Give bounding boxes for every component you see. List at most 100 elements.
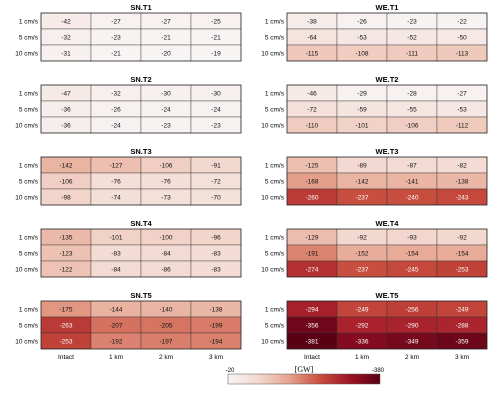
- cell-value-label: -253: [455, 266, 468, 273]
- cell-value-label: -101: [109, 234, 122, 241]
- cell-value-label: -175: [59, 306, 72, 313]
- cell-value-label: -59: [357, 106, 367, 113]
- cell-value-label: -91: [211, 162, 221, 169]
- cell-value-label: -21: [161, 34, 171, 41]
- cell-value-label: -29: [357, 90, 367, 97]
- cell-value-label: -112: [456, 122, 469, 129]
- cell-value-label: -52: [407, 34, 417, 41]
- panel-we-t1: WE.T1 -38 -26 -23 -22 1 cm/s -64 -53 -52 -50 5 cm/…: [261, 3, 488, 62]
- cell-value-label: -359: [455, 338, 468, 345]
- row-label: 5 cm/s: [19, 106, 39, 113]
- cell-value-label: -125: [305, 162, 318, 169]
- cell-value-label: -192: [109, 338, 122, 345]
- panel-sn-t2: SN.T2 -47 -32 -30 -30 1 cm/s -36 -26 -24 -24 5 cm/…: [15, 75, 242, 134]
- cell-value-label: -83: [211, 250, 221, 257]
- cell-value-label: -20: [161, 50, 171, 57]
- cell-value-label: -46: [307, 90, 317, 97]
- row-label: 5 cm/s: [19, 178, 39, 185]
- cell-value-label: -292: [355, 322, 368, 329]
- panel-title: WE.T3: [376, 147, 399, 156]
- cell-value-label: -87: [407, 162, 417, 169]
- cell-value-label: -86: [161, 266, 171, 273]
- colorbar-tick-min: -20: [226, 368, 235, 374]
- cell-value-label: -122: [59, 266, 72, 273]
- panel-title: WE.T5: [376, 291, 399, 300]
- cell-value-label: -24: [211, 106, 221, 113]
- cell-value-label: -197: [159, 338, 172, 345]
- row-label: 5 cm/s: [265, 106, 285, 113]
- panel-frame: [286, 300, 488, 350]
- cell-value-label: -138: [455, 178, 468, 185]
- cell-value-label: -82: [457, 162, 467, 169]
- cell-value-label: -154: [405, 250, 418, 257]
- cell-value-label: -23: [211, 122, 221, 129]
- cell-value-label: -72: [307, 106, 317, 113]
- cell-value-label: -237: [355, 194, 368, 201]
- cell-value-label: -123: [59, 250, 72, 257]
- cell-value-label: -381: [305, 338, 318, 345]
- row-label: 10 cm/s: [15, 338, 39, 345]
- row-label: 5 cm/s: [265, 322, 285, 329]
- cell-value-label: -108: [355, 50, 368, 57]
- cell-value-label: -101: [355, 122, 368, 129]
- row-label: 1 cm/s: [19, 18, 39, 25]
- cell-value-label: -74: [111, 194, 121, 201]
- cell-value-label: -349: [405, 338, 418, 345]
- cell-value-label: -92: [357, 234, 367, 241]
- cell-value-label: -168: [305, 178, 318, 185]
- cell-value-label: -106: [159, 162, 172, 169]
- cell-value-label: -26: [357, 18, 367, 25]
- panel-title: WE.T2: [376, 75, 399, 84]
- row-label: 5 cm/s: [19, 34, 39, 41]
- cell-value-label: -129: [305, 234, 318, 241]
- cell-value-label: -23: [161, 122, 171, 129]
- cell-value-label: -111: [406, 50, 418, 57]
- panel-frame: [40, 12, 242, 62]
- cell-value-label: -240: [405, 194, 418, 201]
- panel-title: SN.T2: [130, 75, 151, 84]
- column-label: 3 km: [209, 354, 223, 361]
- cell-value-label: -263: [59, 322, 72, 329]
- panel-frame: [40, 84, 242, 134]
- row-label: 10 cm/s: [15, 194, 39, 201]
- cell-value-label: -36: [61, 122, 71, 129]
- row-label: 10 cm/s: [261, 194, 285, 201]
- row-label: 1 cm/s: [19, 162, 39, 169]
- row-label: 1 cm/s: [265, 162, 285, 169]
- cell-value-label: -207: [109, 322, 122, 329]
- cell-value-label: -27: [457, 90, 467, 97]
- cell-value-label: -140: [159, 306, 172, 313]
- colorbar-gradient: [227, 373, 381, 385]
- heatmap-panels: SN.T1 -42 -27 -27 -25 1 cm/s -32 -23 -21 -21 5 cm/…: [15, 3, 488, 361]
- column-label: 3 km: [455, 354, 469, 361]
- column-label: 1 km: [355, 354, 369, 361]
- row-label: 1 cm/s: [265, 234, 285, 241]
- cell-value-label: -23: [111, 34, 121, 41]
- panel-title: SN.T3: [130, 147, 151, 156]
- row-label: 5 cm/s: [19, 322, 39, 329]
- cell-value-label: -106: [59, 178, 72, 185]
- cell-value-label: -70: [211, 194, 221, 201]
- cell-value-label: -73: [161, 194, 171, 201]
- cell-value-label: -21: [211, 34, 221, 41]
- row-label: 10 cm/s: [261, 122, 285, 129]
- cell-value-label: -113: [456, 50, 469, 57]
- cell-value-label: -237: [355, 266, 368, 273]
- cell-value-label: -30: [211, 90, 221, 97]
- row-label: 10 cm/s: [261, 338, 285, 345]
- panel-we-t4: WE.T4 -129 -92 -93 -92 1 cm/s -191 -152 -154 -154…: [261, 219, 488, 278]
- row-label: 1 cm/s: [265, 90, 285, 97]
- panel-title: SN.T1: [130, 3, 151, 12]
- panel-sn-t4: SN.T4 -135 -101 -100 -96 1 cm/s -123 -83 -84 -83 5…: [15, 219, 242, 278]
- cell-value-label: -36: [61, 106, 71, 113]
- cell-value-label: -32: [61, 34, 71, 41]
- column-label: Intact: [58, 354, 74, 361]
- cell-value-label: -110: [306, 122, 319, 129]
- cell-value-label: -135: [59, 234, 72, 241]
- cell-value-label: -47: [61, 90, 71, 97]
- panel-title: SN.T4: [130, 219, 152, 228]
- cell-value-label: -84: [161, 250, 171, 257]
- cell-value-label: -274: [305, 266, 318, 273]
- cell-value-label: -141: [405, 178, 418, 185]
